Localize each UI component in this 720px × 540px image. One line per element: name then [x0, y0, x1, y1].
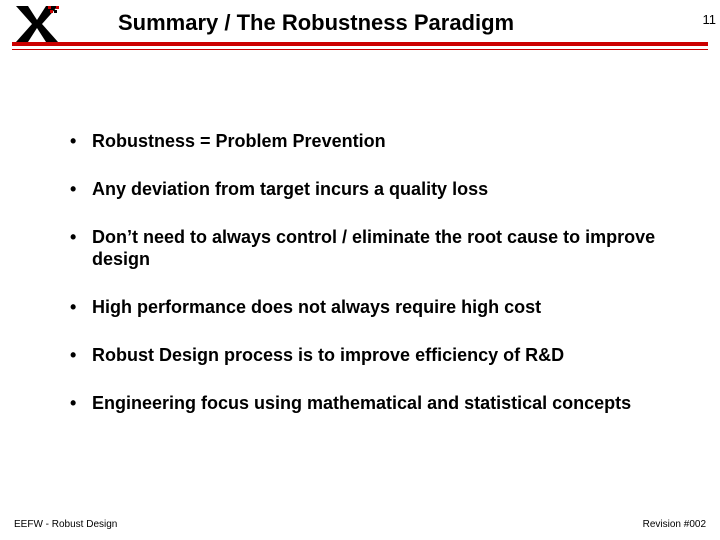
- bullet-text: Engineering focus using mathematical and…: [92, 392, 631, 414]
- list-item: • Any deviation from target incurs a qua…: [70, 178, 696, 200]
- list-item: • Don’t need to always control / elimina…: [70, 226, 696, 270]
- footer-left: EEFW - Robust Design: [14, 519, 117, 530]
- bullet-text: High performance does not always require…: [92, 296, 541, 318]
- bullet-text: Don’t need to always control / eliminate…: [92, 226, 696, 270]
- slide-title: Summary / The Robustness Paradigm: [118, 10, 514, 36]
- header-rule-thin: [12, 49, 708, 50]
- footer-right: Revision #002: [643, 519, 706, 530]
- bullet-marker: •: [70, 392, 92, 414]
- list-item: • Robustness = Problem Prevention: [70, 130, 696, 152]
- bullet-marker: •: [70, 178, 92, 200]
- bullet-text: Any deviation from target incurs a quali…: [92, 178, 488, 200]
- bullet-marker: •: [70, 130, 92, 152]
- header-rule-thick: [12, 42, 708, 46]
- list-item: • Engineering focus using mathematical a…: [70, 392, 696, 414]
- list-item: • High performance does not always requi…: [70, 296, 696, 318]
- bullet-text: Robust Design process is to improve effi…: [92, 344, 564, 366]
- bullet-list: • Robustness = Problem Prevention • Any …: [70, 130, 696, 440]
- bullet-text: Robustness = Problem Prevention: [92, 130, 386, 152]
- header: Summary / The Robustness Paradigm 11: [0, 6, 720, 54]
- list-item: • Robust Design process is to improve ef…: [70, 344, 696, 366]
- slide: Summary / The Robustness Paradigm 11 • R…: [0, 0, 720, 540]
- bullet-marker: •: [70, 226, 92, 248]
- bullet-marker: •: [70, 296, 92, 318]
- page-number: 11: [703, 12, 717, 27]
- bullet-marker: •: [70, 344, 92, 366]
